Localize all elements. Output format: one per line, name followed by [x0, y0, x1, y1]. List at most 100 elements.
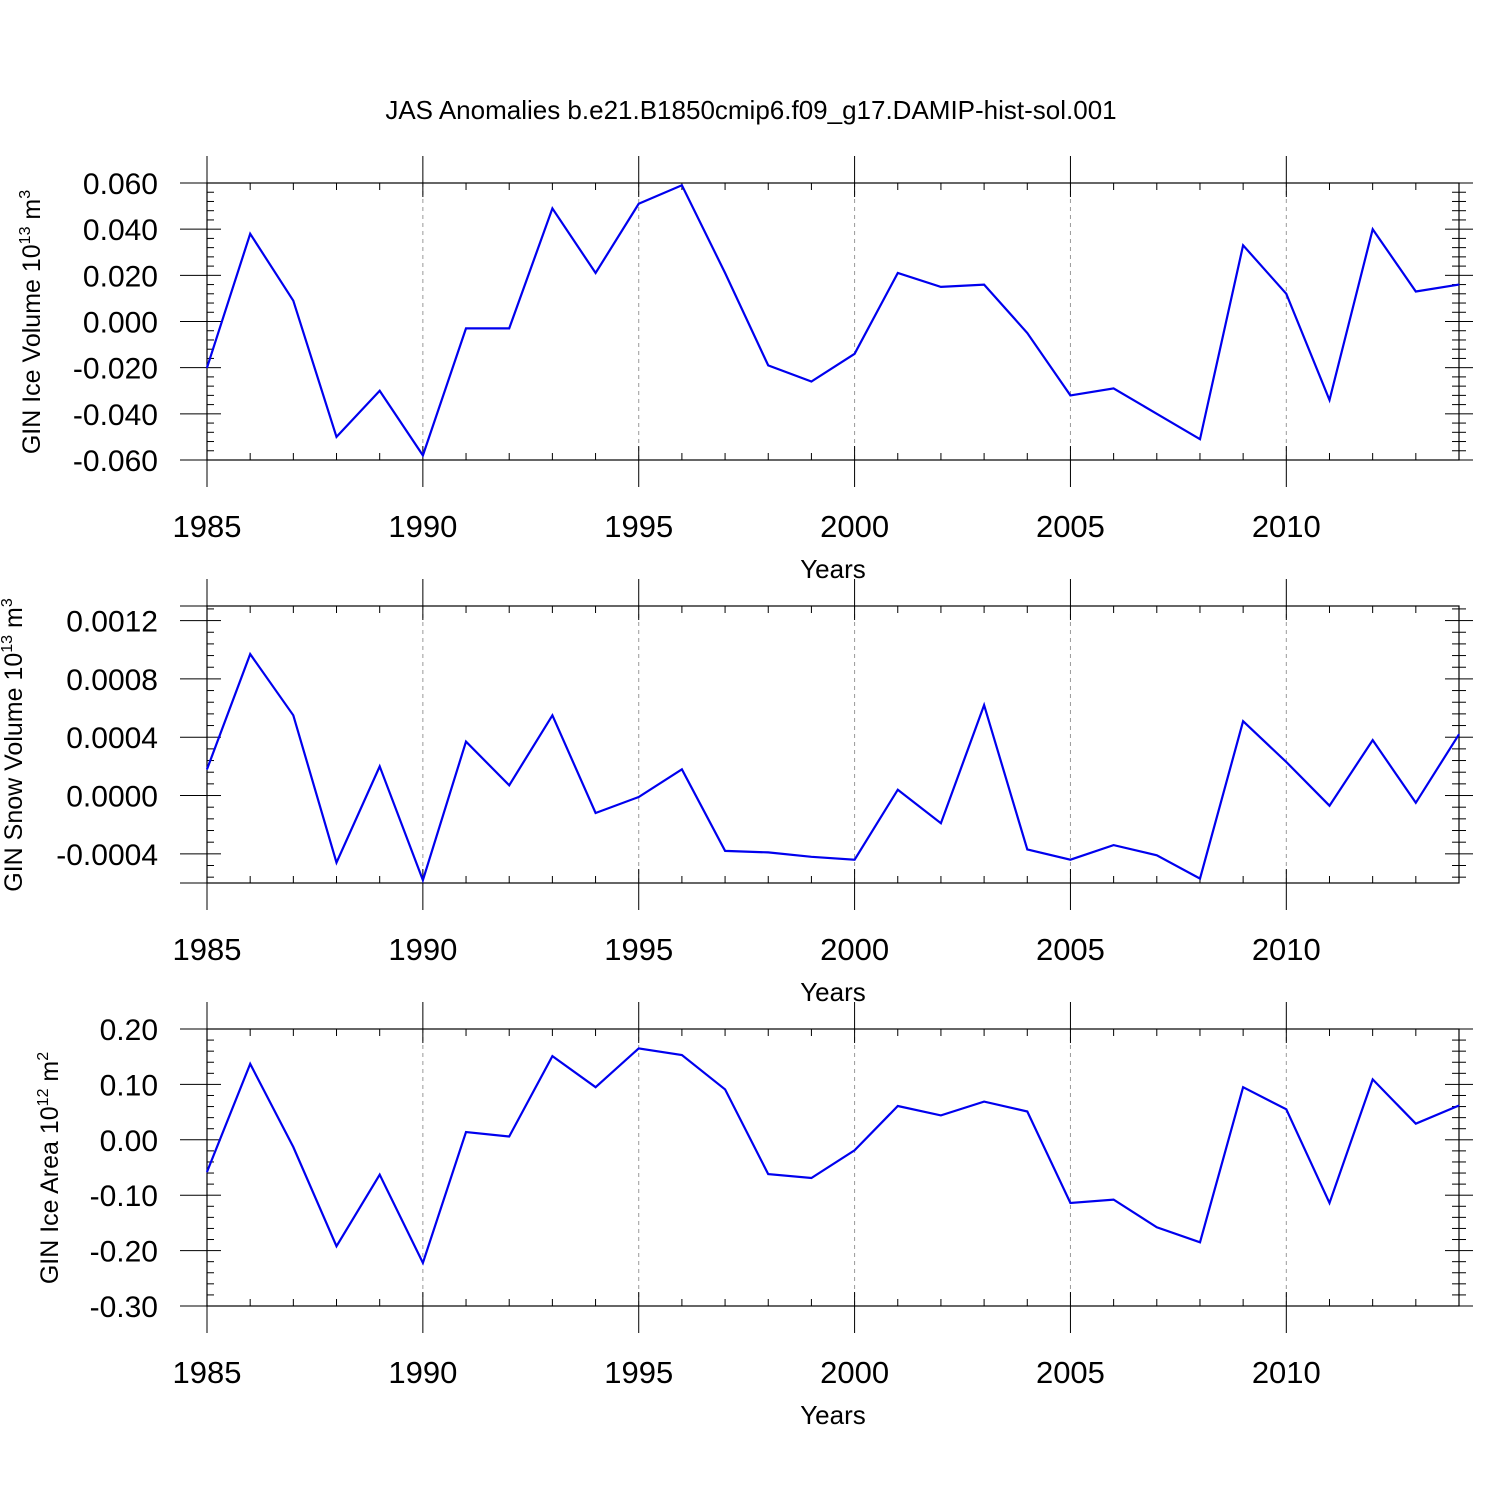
data-point	[1156, 1226, 1158, 1228]
x-tick-label: 2010	[1252, 1355, 1321, 1390]
data-point	[292, 1146, 294, 1148]
data-point	[292, 714, 294, 716]
data-point	[767, 364, 769, 366]
data-point	[897, 1105, 899, 1107]
data-point	[853, 1149, 856, 1151]
y-axis-label-main: GIN Ice Volume 10	[18, 244, 46, 454]
data-point	[681, 1054, 683, 1056]
x-axis-label: Years	[800, 977, 866, 1007]
y-tick-label: 0.0000	[66, 781, 158, 814]
data-point	[379, 1174, 381, 1176]
data-point	[638, 203, 640, 205]
y-axis-label-exponent: 13	[0, 635, 16, 653]
data-point	[1199, 438, 1201, 440]
x-tick-label: 2000	[820, 932, 889, 967]
data-point	[724, 272, 726, 274]
data-point	[767, 1173, 769, 1175]
series-line	[205, 183, 1460, 458]
data-point	[1372, 1078, 1374, 1081]
data-point	[292, 300, 294, 302]
y-tick-label: 0.060	[83, 168, 158, 201]
series-line	[205, 1047, 1460, 1266]
x-tick-label: 1985	[173, 932, 242, 967]
data-point	[810, 380, 813, 383]
data-point	[681, 184, 683, 186]
data-point	[379, 390, 381, 392]
y-tick-label: -0.020	[73, 353, 158, 386]
y-axis-label-unit-exponent: 3	[17, 190, 34, 199]
data-point	[983, 1100, 985, 1103]
data-point	[1415, 1123, 1417, 1125]
y-axis-label: GIN Ice Area 1012 m2	[35, 1052, 64, 1284]
data-point	[1285, 293, 1287, 295]
y-tick-label: -0.040	[73, 399, 158, 432]
y-axis-label: GIN Snow Volume 1013 m3	[0, 598, 28, 892]
figure-title: JAS Anomalies b.e21.B1850cmip6.f09_g17.D…	[385, 95, 1116, 125]
data-point	[1199, 878, 1201, 880]
data-point	[206, 768, 208, 770]
data-point	[1242, 244, 1244, 246]
data-point	[249, 1063, 251, 1065]
data-point	[1328, 805, 1331, 807]
x-tick-label: 1990	[388, 932, 457, 967]
data-point	[853, 859, 856, 861]
data-point	[206, 367, 208, 369]
data-point	[594, 1086, 597, 1088]
y-tick-label: 0.20	[100, 1014, 158, 1047]
y-tick-label: 0.040	[83, 214, 158, 247]
y-tick-label: 0.020	[83, 260, 158, 293]
data-point	[1372, 228, 1374, 230]
data-point	[1156, 413, 1158, 415]
panel-2: 1985 1990 1995 2000 2005 2010 Years 0.0012 0.000…	[0, 579, 1473, 1007]
data-point	[422, 454, 424, 456]
data-point	[551, 207, 553, 209]
data-point	[1026, 1110, 1028, 1113]
data-point	[594, 812, 597, 814]
series-line	[205, 651, 1460, 884]
data-point	[465, 1131, 467, 1133]
x-tick-label: 2005	[1036, 509, 1105, 544]
data-point	[1415, 802, 1417, 804]
x-tick-label: 2005	[1036, 932, 1105, 967]
data-point	[1026, 848, 1028, 851]
data-point	[1242, 1086, 1244, 1088]
panel-1: 1985 1990 1995 2000 2005 2010 Years 0.060 0.040 0…	[17, 156, 1473, 584]
y-tick-label: -0.10	[90, 1180, 158, 1213]
panels: 1985 1990 1995 2000 2005 2010 Years 0.060 0.040 0…	[0, 156, 1473, 1430]
data-point	[1113, 387, 1115, 390]
data-point	[465, 740, 467, 743]
x-tick-label: 1995	[604, 1355, 673, 1390]
y-tick-label: 0.10	[100, 1069, 158, 1102]
data-point	[249, 233, 251, 235]
y-axis-label-main: GIN Ice Area 10	[36, 1106, 64, 1284]
y-tick-label: 0.00	[100, 1125, 158, 1158]
data-point	[853, 353, 856, 355]
x-tick-label: 2000	[820, 509, 889, 544]
x-tick-label: 2010	[1252, 932, 1321, 967]
y-axis-label-unit: m	[36, 1061, 64, 1089]
data-point	[940, 822, 942, 824]
data-point	[508, 784, 510, 786]
data-point	[551, 1055, 553, 1057]
data-point	[1069, 859, 1072, 861]
y-axis-label-unit: m	[0, 607, 28, 635]
data-point	[897, 272, 899, 274]
data-point	[1113, 844, 1115, 846]
data-point	[724, 1088, 726, 1090]
data-point	[724, 850, 726, 852]
y-tick-label: 0.0008	[66, 664, 158, 697]
y-tick-label: -0.30	[90, 1291, 158, 1324]
x-tick-label: 1985	[173, 1355, 242, 1390]
x-tick-label: 2010	[1252, 509, 1321, 544]
x-tick-label: 1995	[604, 509, 673, 544]
data-point	[335, 861, 338, 864]
data-point	[594, 272, 597, 274]
data-point	[551, 714, 553, 716]
data-point	[1156, 854, 1158, 856]
data-point	[983, 704, 985, 706]
data-point	[465, 327, 467, 330]
data-point	[1458, 1104, 1460, 1107]
data-point	[508, 327, 510, 330]
data-point	[1285, 761, 1287, 763]
